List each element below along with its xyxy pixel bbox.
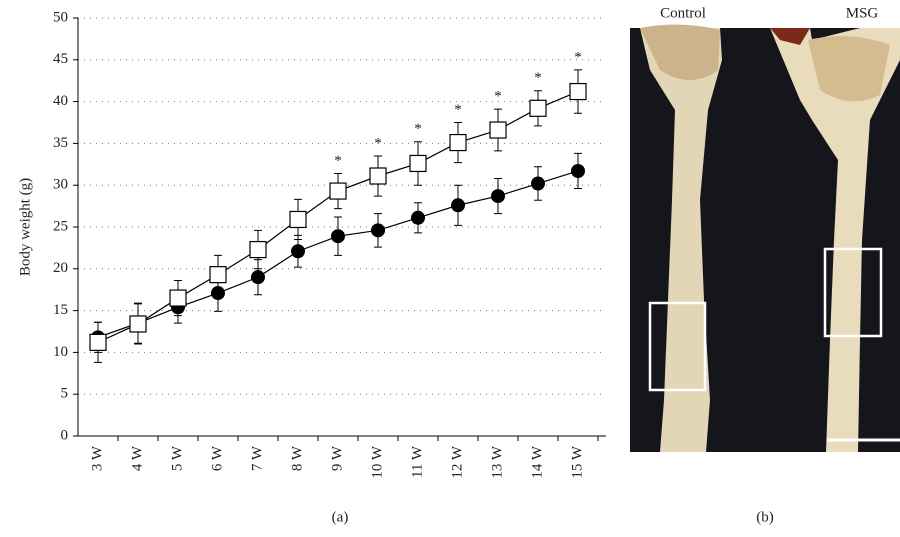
marker — [489, 121, 507, 139]
marker — [331, 229, 345, 244]
y-tick-label: 0 — [61, 427, 69, 443]
y-axis-label: Body weight (g) — [17, 178, 33, 276]
y-tick-label: 45 — [53, 51, 68, 67]
marker — [531, 176, 545, 191]
marker — [291, 244, 305, 259]
y-tick-label: 35 — [53, 135, 68, 151]
marker — [409, 154, 427, 173]
y-tick-label: 15 — [53, 302, 68, 318]
x-tick-label: 8 W — [289, 445, 305, 471]
marker — [369, 167, 387, 185]
x-tick-label: 6 W — [209, 445, 225, 471]
significance-mark: * — [494, 89, 502, 105]
significance-mark: * — [334, 153, 342, 169]
marker — [451, 198, 465, 213]
marker — [491, 189, 505, 204]
marker — [251, 270, 265, 285]
x-tick-label: 13 W — [489, 445, 505, 478]
photo — [630, 24, 900, 452]
y-tick-label: 25 — [53, 218, 68, 234]
x-tick-label: 5 W — [169, 445, 185, 471]
significance-mark: * — [454, 102, 462, 118]
significance-mark: * — [414, 121, 422, 137]
panel-caption: (b) — [756, 509, 774, 525]
significance-mark: * — [374, 135, 382, 151]
x-tick-label: 14 W — [529, 445, 545, 478]
marker — [329, 182, 347, 200]
y-tick-label: 30 — [53, 177, 68, 193]
x-tick-label: 10 W — [369, 445, 385, 478]
marker — [569, 82, 587, 101]
significance-mark: * — [574, 49, 582, 65]
x-tick-label: 3 W — [89, 445, 105, 471]
marker — [371, 223, 385, 238]
y-tick-label: 10 — [53, 344, 68, 360]
marker — [129, 315, 147, 333]
marker — [411, 210, 425, 225]
marker — [89, 333, 107, 351]
marker — [529, 99, 547, 117]
x-tick-label: 12 W — [449, 445, 465, 478]
x-tick-label: 15 W — [569, 445, 585, 478]
marker — [449, 133, 467, 152]
x-tick-label: 9 W — [329, 445, 345, 471]
y-tick-label: 20 — [53, 260, 68, 276]
photo-label: MSG — [846, 5, 879, 21]
marker — [571, 163, 585, 178]
x-tick-label: 7 W — [249, 445, 265, 471]
panel-caption: (a) — [332, 509, 349, 525]
marker — [209, 266, 227, 284]
y-tick-label: 50 — [53, 9, 68, 25]
marker — [249, 240, 267, 259]
x-tick-label: 11 W — [409, 445, 425, 478]
marker — [169, 289, 187, 307]
x-tick-label: 4 W — [129, 445, 145, 471]
photo-label: Control — [660, 5, 706, 21]
y-tick-label: 40 — [53, 93, 68, 109]
significance-mark: * — [534, 70, 542, 86]
marker — [289, 210, 307, 229]
y-tick-label: 5 — [61, 386, 69, 402]
